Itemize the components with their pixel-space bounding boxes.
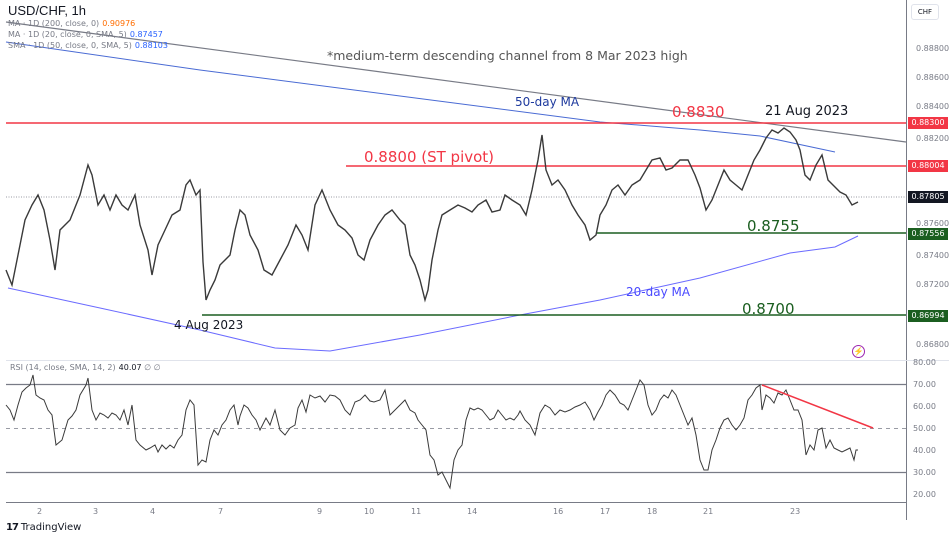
rsi-tick: 50.00 xyxy=(913,424,936,433)
support-0.8755-label: 0.8755 xyxy=(747,217,800,235)
price-tag-0.86994: 0.86994 xyxy=(908,310,948,322)
ma20-label: 20-day MA xyxy=(626,285,691,299)
time-tick: 4 xyxy=(150,507,156,516)
support-date-label: 4 Aug 2023 xyxy=(174,318,244,332)
time-tick: 7 xyxy=(218,507,224,516)
price-tick: 0.88400 xyxy=(916,102,949,111)
indicator-ma20[interactable]: MA · 1D (20, close, 0, SMA, 5) 0.87457 xyxy=(8,30,163,39)
price-tick: 0.87600 xyxy=(916,219,949,228)
rsi-tick: 80.00 xyxy=(913,358,936,367)
chart-legend: USD/CHF, 1h MA · 1D (200, close, 0) 0.909… xyxy=(8,3,168,51)
price-tick: 0.88800 xyxy=(916,44,949,53)
time-tick: 2 xyxy=(37,507,43,516)
rsi-tick: 70.00 xyxy=(913,380,936,389)
symbol-title[interactable]: USD/CHF, 1h xyxy=(8,3,87,18)
pivot-label: 0.8800 (ST pivot) xyxy=(364,148,495,166)
rsi-tick: 60.00 xyxy=(913,402,936,411)
indicator-sma50[interactable]: SMA · 1D (50, close, 0, SMA, 5) 0.88103 xyxy=(8,41,168,50)
rsi-series xyxy=(5,374,858,490)
time-tick: 11 xyxy=(411,507,422,516)
tradingview-mark-icon: 17 xyxy=(6,522,19,533)
rsi-tick: 30.00 xyxy=(913,468,936,477)
price-tick: 0.88200 xyxy=(916,134,949,143)
ma50-line xyxy=(5,41,836,153)
ma20-line xyxy=(7,235,859,352)
price-series xyxy=(5,127,859,303)
support-0.8700-label: 0.8700 xyxy=(742,300,795,318)
rsi-tick: 40.00 xyxy=(913,446,936,455)
time-tick: 14 xyxy=(467,507,478,516)
flash-icon[interactable]: ⚡ xyxy=(852,345,865,358)
time-tick: 9 xyxy=(317,507,323,516)
ma50-label: 50-day MA xyxy=(515,95,580,109)
price-tick: 0.88600 xyxy=(916,73,949,82)
price-tick: 0.86800 xyxy=(916,340,949,349)
resistance-date-label: 21 Aug 2023 xyxy=(765,104,849,119)
rsi-tick: 20.00 xyxy=(913,490,936,499)
time-tick: 3 xyxy=(93,507,99,516)
time-tick: 16 xyxy=(553,507,564,516)
price-tick: 0.87200 xyxy=(916,280,949,289)
channel-note: *medium-term descending channel from 8 M… xyxy=(327,48,688,63)
tradingview-logo[interactable]: 17 TradingView xyxy=(6,522,81,533)
time-tick: 18 xyxy=(647,507,658,516)
resistance-0.8830-label: 0.8830 xyxy=(672,103,725,121)
time-tick: 17 xyxy=(600,507,611,516)
indicator-ma200[interactable]: MA · 1D (200, close, 0) 0.90976 xyxy=(8,19,136,28)
tradingview-text: TradingView xyxy=(20,522,82,533)
price-tag-0.87556: 0.87556 xyxy=(908,228,948,240)
price-tag-0.88004: 0.88004 xyxy=(908,160,948,172)
time-tick: 23 xyxy=(790,507,801,516)
price-tick: 0.87400 xyxy=(916,251,949,260)
currency-button[interactable]: CHF xyxy=(911,4,939,20)
channel-line[interactable] xyxy=(5,21,907,143)
time-tick: 21 xyxy=(703,507,714,516)
price-tag-0.88300: 0.88300 xyxy=(908,117,948,129)
price-tag-last: 0.87805 xyxy=(908,191,948,203)
rsi-legend[interactable]: RSI (14, close, SMA, 14, 2) 40.07 ∅ ∅ xyxy=(10,363,161,372)
time-tick: 10 xyxy=(364,507,375,516)
rsi-trendline[interactable] xyxy=(761,384,874,429)
